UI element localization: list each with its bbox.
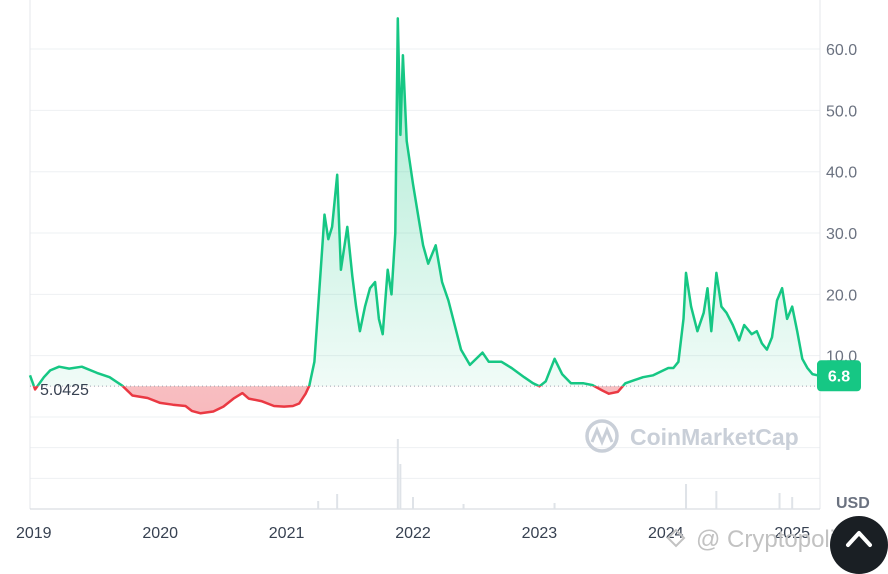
- volume-bar: [399, 464, 402, 509]
- volume-bar: [336, 494, 339, 509]
- volume-bar: [462, 504, 465, 509]
- y-tick-label: 30.0: [826, 226, 857, 243]
- price-area-up: [30, 18, 818, 387]
- y-tick-label: 40.0: [826, 165, 857, 182]
- x-axis: 2019 2020 2021 2022 2023 2024 2025: [16, 525, 810, 542]
- y-tick-label: 20.0: [826, 287, 857, 304]
- current-price-value: 6.8: [828, 368, 850, 385]
- volume-bar: [791, 497, 794, 509]
- chevron-up-icon: [846, 531, 872, 547]
- volume-bars: [317, 439, 794, 509]
- coinmarketcap-logo-icon: [585, 419, 619, 453]
- current-price-badge: 6.8: [817, 360, 861, 392]
- price-area-down: [30, 386, 818, 414]
- y-tick-label: 50.0: [826, 103, 857, 120]
- x-tick-label: 2025: [774, 525, 810, 542]
- volume-bar: [685, 484, 688, 509]
- cryptopolitan-logo-icon: [666, 528, 686, 548]
- y-axis: 10.020.030.040.050.060.0: [826, 42, 857, 366]
- price-series: [28, 17, 818, 415]
- watermark-brand: CoinMarketCap: [630, 424, 799, 450]
- x-tick-label: 2021: [269, 525, 305, 542]
- y-tick-label: 60.0: [826, 42, 857, 59]
- price-line-down: [32, 386, 625, 415]
- x-tick-label: 2022: [395, 525, 431, 542]
- x-tick-label: 2023: [522, 525, 558, 542]
- volume-bar: [553, 503, 556, 509]
- x-tick-label: 2024: [648, 525, 684, 542]
- price-line-up: [28, 17, 818, 387]
- baseline-price-label: 5.0425: [40, 382, 89, 399]
- volume-bar: [715, 491, 718, 509]
- volume-bar: [396, 439, 399, 509]
- volume-bar: [317, 501, 320, 509]
- volume-bar: [778, 493, 781, 509]
- x-tick-label: 2019: [16, 525, 52, 542]
- currency-unit-label: USD: [836, 495, 870, 512]
- coinmarketcap-watermark: CoinMarketCap: [585, 419, 799, 453]
- x-tick-label: 2020: [142, 525, 178, 542]
- scroll-up-button[interactable]: [830, 516, 888, 574]
- volume-bar: [411, 497, 414, 509]
